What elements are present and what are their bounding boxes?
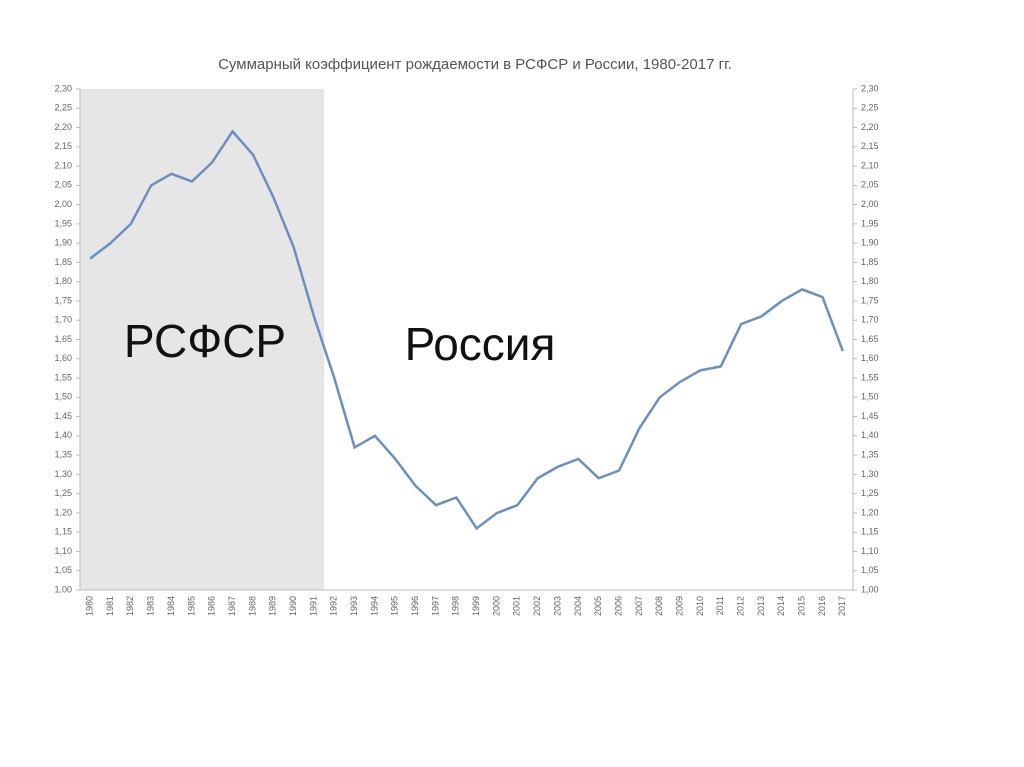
y-tick-label: 1,70 (54, 315, 72, 325)
x-tick-label: 2010 (695, 596, 705, 616)
y-tick-label: 1,90 (54, 238, 72, 248)
y2-tick-label: 1,20 (861, 507, 879, 517)
x-tick-label: 2006 (613, 596, 623, 616)
x-tick-label: 1995 (390, 596, 400, 616)
y2-tick-label: 1,30 (861, 469, 879, 479)
x-tick-label: 2015 (797, 596, 807, 616)
y2-tick-label: 1,10 (861, 546, 879, 556)
y-tick-label: 1,40 (54, 430, 72, 440)
y2-tick-label: 2,20 (861, 122, 879, 132)
x-tick-label: 2016 (817, 596, 827, 616)
y-tick-label: 1,25 (54, 488, 72, 498)
y-tick-label: 1,35 (54, 449, 72, 459)
y2-tick-label: 1,60 (861, 353, 879, 363)
y-tick-label: 1,75 (54, 295, 72, 305)
y2-tick-label: 2,25 (861, 103, 879, 113)
y-tick-label: 2,30 (54, 83, 72, 93)
x-tick-label: 1981 (105, 596, 115, 616)
x-tick-label: 1985 (186, 596, 196, 616)
y-tick-label: 1,00 (54, 584, 72, 594)
y-tick-label: 2,15 (54, 141, 72, 151)
x-tick-label: 2011 (715, 596, 725, 615)
data-line (89, 129, 844, 531)
x-tick-label: 2013 (756, 596, 766, 616)
y-tick-label: 1,30 (54, 469, 72, 479)
x-tick-label: 1996 (410, 596, 420, 616)
x-tick-label: 1991 (308, 596, 318, 616)
y-tick-label: 1,55 (54, 372, 72, 382)
y-tick-label: 1,50 (54, 392, 72, 402)
x-tick-label: 2000 (491, 596, 501, 616)
y2-tick-label: 1,15 (861, 527, 879, 537)
y-tick-label: 2,05 (54, 180, 72, 190)
x-tick-label: 2004 (573, 596, 583, 616)
y-tick-label: 2,20 (54, 122, 72, 132)
annotation: РСФСР (124, 315, 286, 367)
y2-tick-label: 1,40 (861, 430, 879, 440)
x-tick-label: 2005 (593, 596, 603, 616)
y2-tick-label: 2,00 (861, 199, 879, 209)
x-tick-label: 1984 (166, 596, 176, 616)
x-tick-label: 2003 (552, 596, 562, 616)
y2-tick-label: 1,95 (861, 218, 879, 228)
y2-tick-label: 1,65 (861, 334, 879, 344)
x-tick-label: 2001 (512, 596, 522, 616)
y2-tick-label: 1,25 (861, 488, 879, 498)
x-tick-label: 1994 (369, 596, 379, 616)
x-tick-label: 1989 (268, 596, 278, 616)
y2-tick-label: 1,75 (861, 295, 879, 305)
y2-tick-label: 1,50 (861, 392, 879, 402)
x-tick-label: 1986 (207, 596, 217, 616)
x-tick-label: 1992 (329, 596, 339, 616)
y2-tick-label: 1,85 (861, 257, 879, 267)
y2-tick-label: 1,80 (861, 276, 879, 286)
x-tick-label: 2017 (837, 596, 847, 616)
y2-tick-label: 2,15 (861, 141, 879, 151)
x-tick-label: 2002 (532, 596, 542, 616)
x-tick-label: 1999 (471, 596, 481, 616)
y-tick-label: 1,15 (54, 527, 72, 537)
x-tick-label: 1998 (451, 596, 461, 616)
x-tick-label: 2008 (654, 596, 664, 616)
annotation: Россия (405, 318, 556, 370)
y2-tick-label: 1,90 (861, 238, 879, 248)
x-tick-label: 1997 (430, 596, 440, 616)
y-tick-label: 1,85 (54, 257, 72, 267)
y2-tick-label: 1,35 (861, 449, 879, 459)
y2-tick-label: 2,10 (861, 160, 879, 170)
x-tick-label: 1993 (349, 596, 359, 616)
y2-tick-label: 1,45 (861, 411, 879, 421)
y-tick-label: 1,65 (54, 334, 72, 344)
y2-tick-label: 2,05 (861, 180, 879, 190)
y-tick-label: 1,10 (54, 546, 72, 556)
y-tick-label: 1,05 (54, 565, 72, 575)
y2-tick-label: 2,30 (861, 83, 879, 93)
x-tick-label: 2007 (634, 596, 644, 616)
x-tick-label: 1982 (125, 596, 135, 616)
x-tick-label: 1988 (247, 596, 257, 616)
y-tick-label: 1,80 (54, 276, 72, 286)
x-tick-label: 1990 (288, 596, 298, 616)
y-tick-label: 2,00 (54, 199, 72, 209)
y2-tick-label: 1,05 (861, 565, 879, 575)
y2-tick-label: 1,00 (861, 584, 879, 594)
x-tick-label: 2012 (735, 596, 745, 616)
y-tick-label: 2,10 (54, 160, 72, 170)
x-tick-label: 1987 (227, 596, 237, 616)
y-tick-label: 2,25 (54, 103, 72, 113)
y-tick-label: 1,95 (54, 218, 72, 228)
x-tick-label: 2009 (674, 596, 684, 616)
chart-title: Суммарный коэффициент рождаемости в РСФС… (218, 56, 732, 73)
y-tick-label: 1,60 (54, 353, 72, 363)
y-tick-label: 1,45 (54, 411, 72, 421)
x-tick-label: 2014 (776, 596, 786, 616)
x-tick-label: 1980 (85, 596, 95, 616)
y2-tick-label: 1,55 (861, 372, 879, 382)
y2-tick-label: 1,70 (861, 315, 879, 325)
x-tick-label: 1983 (146, 596, 156, 616)
y-tick-label: 1,20 (54, 507, 72, 517)
